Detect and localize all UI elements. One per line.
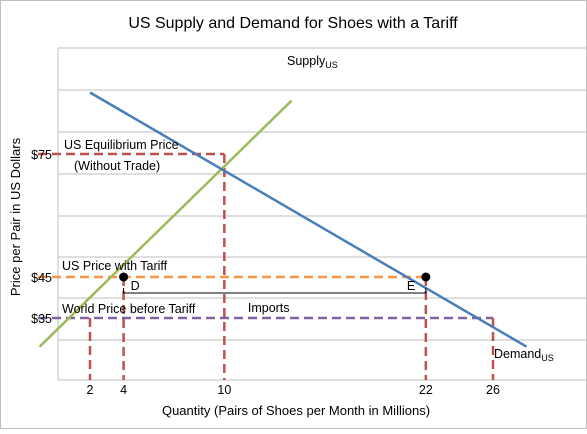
point-e: [421, 272, 431, 282]
y-axis-title: Price per Pair in US Dollars: [8, 137, 23, 296]
world-price-label: World Price before Tariff: [62, 302, 196, 316]
x-axis-title: Quantity (Pairs of Shoes per Month in Mi…: [162, 403, 430, 418]
point-label-d: D: [131, 279, 140, 293]
y-tick-label: $75: [31, 148, 52, 162]
imports-bracket: [123, 288, 427, 294]
x-tick-label: 22: [419, 383, 433, 397]
supply-curve: [38, 99, 293, 348]
without-trade-label: (Without Trade): [74, 159, 160, 173]
demand-curve: [89, 91, 528, 348]
marks: SupplyUS DemandUS Imports US Equilibrium Pr…: [62, 54, 554, 363]
x-tick-label: 10: [217, 383, 231, 397]
gridlines: [57, 47, 587, 381]
x-tick-label: 4: [120, 383, 127, 397]
curves: [38, 91, 528, 348]
point-label-e: E: [407, 279, 415, 293]
equilibrium-price-label: US Equilibrium Price: [64, 138, 179, 152]
x-tick-label: 26: [486, 383, 500, 397]
supply-label: SupplyUS: [287, 54, 338, 70]
demand-label: DemandUS: [494, 347, 554, 363]
tariff-price-label: US Price with Tariff: [62, 259, 168, 273]
ticks: $35 $45 $75 2 4 10 22 26: [31, 148, 500, 397]
x-tick-label: 2: [87, 383, 94, 397]
y-tick-label: $45: [31, 271, 52, 285]
point-d: [119, 272, 129, 282]
imports-label: Imports: [248, 301, 290, 315]
chart-title: US Supply and Demand for Shoes with a Ta…: [128, 15, 458, 32]
y-tick-label: $35: [31, 312, 52, 326]
